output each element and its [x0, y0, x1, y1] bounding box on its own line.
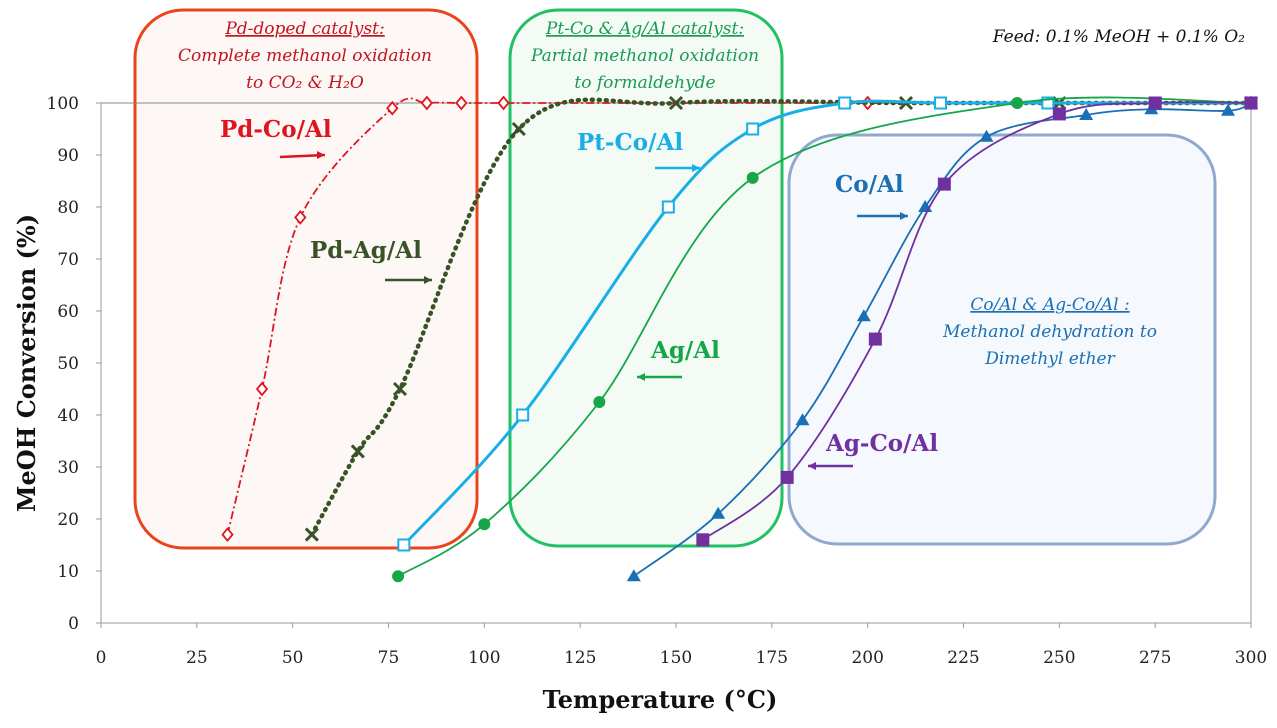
square-marker — [516, 408, 530, 422]
arrowhead-icon — [317, 151, 325, 159]
diamond-marker — [221, 527, 234, 543]
square-marker — [937, 177, 951, 191]
series-label: Co/Al — [835, 171, 904, 198]
y-tick-label: 50 — [57, 354, 79, 374]
x-marker — [350, 444, 365, 459]
arrowhead-icon — [424, 276, 432, 284]
series-ag-co-al: Ag-Co/Al — [696, 96, 1258, 547]
triangle-marker — [1079, 107, 1094, 120]
arrowhead-icon — [808, 462, 816, 470]
series-label: Pd-Ag/Al — [310, 237, 422, 264]
x-tick-label: 275 — [1139, 648, 1171, 668]
annotation-line: to CO₂ & H₂O — [246, 73, 364, 93]
x-tick-label: 250 — [1043, 648, 1075, 668]
x-axis-label: Temperature (°C) — [543, 685, 778, 714]
series-label: Ag-Co/Al — [825, 430, 938, 457]
x-tick-label: 225 — [947, 648, 979, 668]
square-marker — [1244, 96, 1258, 110]
triangle-marker — [626, 569, 641, 582]
arrowhead-icon — [692, 164, 700, 172]
x-tick-label: 100 — [468, 648, 500, 668]
diamond-marker — [455, 95, 468, 111]
annotation-box — [787, 133, 1217, 546]
y-tick-label: 70 — [57, 250, 79, 270]
square-marker — [397, 538, 411, 552]
x-tick-label: 25 — [186, 648, 208, 668]
diamond-marker — [294, 209, 307, 225]
series-pt-co-al: Pt-Co/Al — [397, 96, 1258, 552]
square-marker — [838, 96, 852, 110]
x-marker — [392, 381, 408, 397]
square-marker — [696, 533, 710, 547]
circle-marker — [478, 518, 491, 531]
square-marker — [780, 470, 794, 484]
annotation-box — [133, 8, 479, 550]
y-axis-label: MeOH Conversion (%) — [12, 214, 41, 512]
circle-marker — [1011, 97, 1024, 109]
y-tick-label: 10 — [57, 562, 79, 582]
y-tick-label: 30 — [57, 458, 79, 478]
square-marker — [661, 200, 675, 214]
x-tick-label: 125 — [564, 648, 596, 668]
x-tick-label: 0 — [96, 648, 107, 668]
series-label: Ag/Al — [650, 337, 720, 364]
series-label: Pt-Co/Al — [577, 129, 683, 156]
x-tick-label: 200 — [851, 648, 883, 668]
square-marker — [868, 332, 882, 346]
circle-marker — [746, 171, 759, 184]
arrowhead-icon — [900, 212, 908, 220]
annotation-line: Dimethyl ether — [984, 349, 1115, 369]
x-tick-label: 75 — [378, 648, 400, 668]
annotation-title: Pt-Co & Ag/Al catalyst: — [545, 19, 744, 39]
diamond-marker — [386, 100, 399, 116]
square-marker — [1052, 107, 1066, 121]
annotation-line: Complete methanol oxidation — [178, 46, 432, 66]
annotation-title: Pd-doped catalyst: — [224, 19, 384, 39]
square-marker — [1041, 96, 1055, 110]
series-label: Pd-Co/Al — [220, 116, 332, 143]
feed-note: Feed: 0.1% MeOH + 0.1% O₂ — [992, 27, 1245, 47]
square-marker — [934, 96, 947, 110]
y-tick-label: 100 — [47, 94, 79, 114]
square-marker — [746, 122, 760, 136]
triangle-marker — [795, 413, 810, 426]
annotation-title: Co/Al & Ag-Co/Al : — [970, 295, 1129, 315]
y-tick-label: 20 — [57, 510, 79, 530]
triangle-marker — [711, 506, 726, 519]
series-ag-al: Ag/Al — [392, 96, 1257, 583]
y-tick-label: 90 — [57, 146, 79, 166]
diamond-marker — [497, 95, 510, 111]
triangle-marker — [979, 129, 994, 142]
triangle-marker — [1221, 103, 1235, 116]
series-line — [402, 99, 1251, 547]
circle-marker — [593, 396, 606, 408]
x-tick-label: 150 — [660, 648, 692, 668]
y-tick-label: 0 — [68, 614, 79, 634]
annotation-line: to formaldehyde — [574, 73, 715, 93]
annotation-box — [508, 8, 784, 548]
circle-marker — [392, 570, 405, 583]
x-marker — [511, 121, 526, 137]
triangle-marker — [856, 309, 871, 322]
y-tick-label: 40 — [57, 406, 79, 426]
annotation-line: Methanol dehydration to — [942, 322, 1157, 342]
y-tick-label: 80 — [57, 198, 79, 218]
x-tick-label: 300 — [1235, 648, 1267, 668]
arrowhead-icon — [637, 373, 645, 381]
diamond-marker — [420, 95, 434, 111]
x-tick-label: 175 — [756, 648, 788, 668]
x-marker — [304, 527, 319, 542]
annotation-line: Partial methanol oxidation — [530, 46, 759, 66]
diamond-marker — [255, 381, 269, 397]
y-tick-label: 60 — [57, 302, 79, 322]
x-tick-label: 50 — [282, 648, 304, 668]
square-marker — [1148, 96, 1162, 110]
x-marker — [668, 95, 684, 111]
